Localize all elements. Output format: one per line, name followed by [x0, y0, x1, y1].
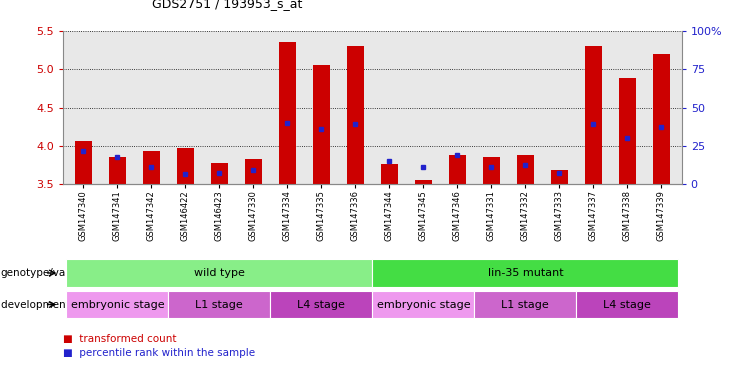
Text: ■  transformed count: ■ transformed count [63, 334, 176, 344]
Bar [211, 163, 228, 184]
Bar [143, 151, 160, 184]
Text: L4 stage: L4 stage [297, 300, 345, 310]
Bar [109, 157, 126, 184]
Text: embryonic stage: embryonic stage [376, 300, 470, 310]
Bar [415, 180, 432, 184]
Bar [653, 54, 670, 184]
Bar [279, 42, 296, 184]
Text: L4 stage: L4 stage [603, 300, 651, 310]
Bar [177, 148, 194, 184]
Bar [449, 155, 466, 184]
Bar [313, 65, 330, 184]
Bar [75, 141, 92, 184]
Bar [551, 170, 568, 184]
Bar [585, 46, 602, 184]
Text: development stage: development stage [1, 300, 102, 310]
Bar [381, 164, 398, 184]
Bar [619, 78, 636, 184]
Bar [245, 159, 262, 184]
Text: ■  percentile rank within the sample: ■ percentile rank within the sample [63, 348, 255, 358]
Text: L1 stage: L1 stage [502, 300, 549, 310]
Bar [347, 46, 364, 184]
Text: L1 stage: L1 stage [196, 300, 243, 310]
Text: wild type: wild type [194, 268, 245, 278]
Text: lin-35 mutant: lin-35 mutant [488, 268, 563, 278]
Bar [516, 155, 534, 184]
Text: GDS2751 / 193953_s_at: GDS2751 / 193953_s_at [152, 0, 302, 10]
Text: genotype/variation: genotype/variation [1, 268, 100, 278]
Bar [483, 157, 500, 184]
Text: embryonic stage: embryonic stage [70, 300, 165, 310]
